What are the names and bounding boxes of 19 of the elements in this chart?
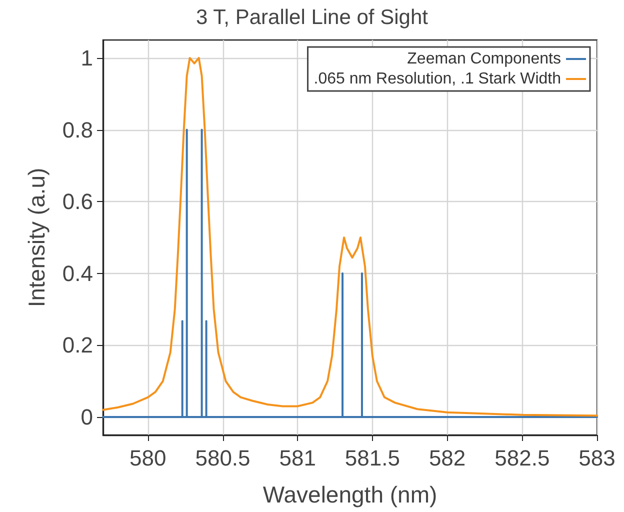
y-tick-label: 0.6 [62, 189, 93, 214]
y-tick-label: 0.8 [62, 117, 93, 142]
y-tick-label: 0 [80, 404, 93, 430]
y-axis-title: Intensity (a.u) [24, 168, 50, 308]
y-tick-label: 0.4 [62, 260, 93, 286]
chart-title: 3 T, Parallel Line of Sight [196, 6, 428, 29]
x-tick-label: 581 [279, 446, 316, 470]
y-tick-label: 0.2 [62, 332, 93, 358]
x-tick-label: 583 [578, 446, 616, 470]
y-tick-label: 1 [80, 45, 93, 70]
legend-label: Zeeman Components [407, 50, 561, 68]
x-tick-label: 580 [130, 446, 166, 470]
x-tick-label: 580.5 [195, 446, 250, 470]
legend-label: .065 nm Resolution, .1 Stark Width [314, 70, 561, 88]
x-tick-label: 581.5 [344, 446, 400, 470]
line-series [102, 128, 598, 418]
x-axis-title: Wavelength (nm) [262, 482, 438, 508]
x-tick-label: 582.5 [494, 446, 550, 470]
x-tick-label: 582 [428, 446, 466, 470]
